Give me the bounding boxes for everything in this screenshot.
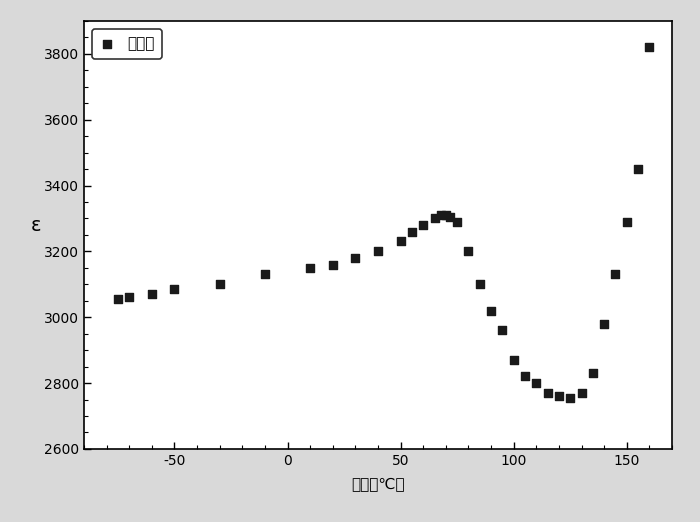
样品二 [565, 394, 576, 402]
样品二 [146, 290, 158, 299]
样品二 [304, 264, 316, 272]
样品二 [372, 247, 384, 256]
样品二 [214, 280, 225, 289]
样品二 [644, 43, 655, 51]
样品二 [531, 379, 542, 387]
样品二 [169, 285, 180, 293]
样品二 [435, 211, 447, 219]
样品二 [474, 280, 485, 289]
Legend: 样品二: 样品二 [92, 29, 162, 59]
样品二 [610, 270, 621, 279]
样品二 [486, 306, 497, 315]
样品二 [429, 214, 440, 222]
样品二 [621, 218, 632, 226]
样品二 [350, 254, 361, 262]
样品二 [406, 228, 417, 236]
样品二 [440, 211, 452, 219]
样品二 [112, 295, 123, 303]
样品二 [259, 270, 270, 279]
样品二 [444, 212, 456, 221]
样品二 [576, 389, 587, 397]
样品二 [542, 389, 553, 397]
X-axis label: 温度（℃）: 温度（℃） [351, 476, 405, 491]
样品二 [124, 293, 135, 302]
样品二 [418, 221, 429, 229]
样品二 [587, 369, 598, 377]
样品二 [497, 326, 508, 335]
样品二 [327, 260, 338, 269]
样品二 [519, 372, 531, 381]
样品二 [452, 218, 463, 226]
样品二 [553, 392, 564, 400]
样品二 [508, 356, 519, 364]
样品二 [598, 319, 610, 328]
样品二 [395, 238, 406, 246]
样品二 [633, 165, 644, 173]
Y-axis label: ε: ε [30, 216, 41, 235]
样品二 [463, 247, 474, 256]
